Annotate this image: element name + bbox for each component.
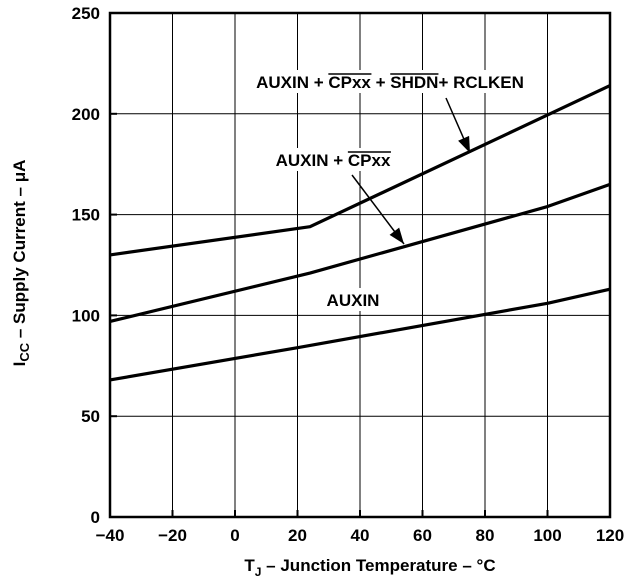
series-label-1: AUXIN + CPxx + SHDN+ RCLKEN — [252, 70, 528, 154]
y-tick-label: 200 — [72, 105, 100, 124]
x-axis-ticks: −40 −20 0 20 40 60 80 100 120 — [96, 510, 624, 545]
x-tick-label: −40 — [96, 526, 125, 545]
series-label-part: CPxx — [348, 151, 391, 170]
series-label-part: + — [371, 73, 390, 92]
arrowhead — [458, 135, 470, 153]
arrowhead — [389, 227, 404, 244]
y-tick-label: 0 — [91, 508, 100, 527]
y-tick-label: 50 — [81, 407, 100, 426]
y-tick-label: 150 — [72, 206, 100, 225]
y-axis-title: ICC – Supply Current – μA — [10, 160, 32, 367]
x-axis-title-sub: J — [255, 565, 262, 579]
series-label-3: AUXIN — [322, 288, 384, 311]
series-label-background — [252, 70, 528, 93]
series-line-1 — [109, 84, 611, 257]
series-label-part: + RCLKEN — [438, 73, 523, 92]
x-tick-label: −20 — [158, 526, 187, 545]
x-axis-title-base: T — [244, 556, 255, 575]
series-line-3 — [109, 287, 611, 382]
series-label-part: AUXIN + — [276, 151, 348, 170]
y-axis-ticks: 0 50 100 150 200 250 — [72, 4, 117, 527]
y-axis-title-rest: – Supply Current – μA — [10, 160, 29, 343]
x-axis-title: TJ – Junction Temperature – °C — [244, 556, 495, 579]
series-label-background — [322, 288, 384, 311]
series-line-2 — [109, 182, 611, 324]
x-tick-label: 120 — [596, 526, 624, 545]
series-label-part: SHDN — [390, 73, 438, 92]
grid — [110, 13, 610, 517]
series-label-text: AUXIN + CPxx — [276, 151, 391, 170]
x-tick-label: 40 — [351, 526, 370, 545]
x-axis-title-rest: – Junction Temperature – °C — [261, 556, 495, 575]
y-axis-title-sub: CC — [17, 342, 32, 361]
series-label-part: CPxx — [328, 73, 371, 92]
series-label-text: AUXIN — [327, 291, 380, 310]
y-tick-label: 100 — [72, 306, 100, 325]
series-label-2: AUXIN + CPxx — [271, 148, 405, 245]
x-tick-label: 20 — [288, 526, 307, 545]
x-tick-label: 100 — [533, 526, 561, 545]
series-label-text: AUXIN + CPxx + SHDN+ RCLKEN — [256, 73, 524, 92]
series-label-part: AUXIN + — [256, 73, 328, 92]
series-lines — [109, 84, 611, 382]
series-label-background — [271, 148, 395, 171]
x-tick-label: 80 — [476, 526, 495, 545]
series-label-part: AUXIN — [327, 291, 380, 310]
x-tick-label: 60 — [413, 526, 432, 545]
y-axis-title-base: I — [10, 362, 29, 367]
x-tick-label: 0 — [230, 526, 239, 545]
y-tick-label: 250 — [72, 4, 100, 23]
